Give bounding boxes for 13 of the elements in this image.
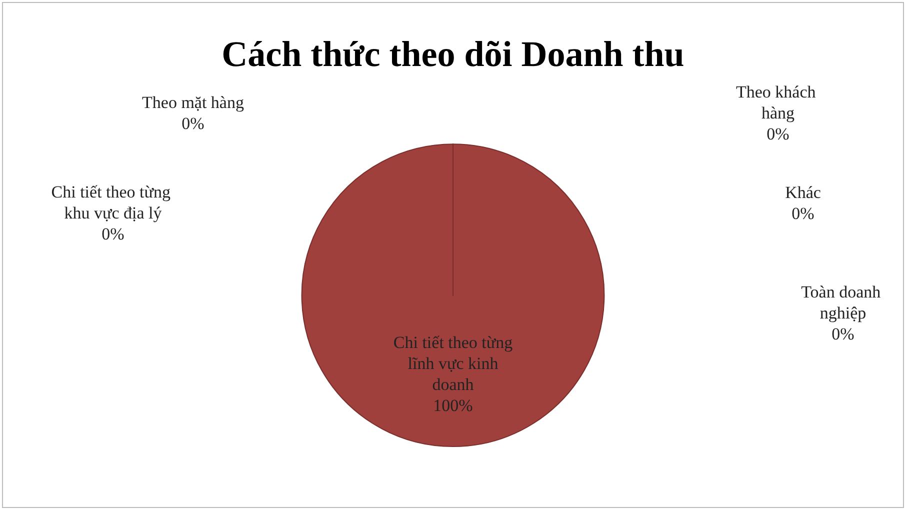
text: 0%: [832, 324, 854, 344]
category-label: Toàn doanh nghiệp: [801, 282, 881, 322]
category-label: Chi tiết theo từng khu vực địa lý: [51, 182, 170, 222]
category-label: Theo khách hàng: [736, 82, 816, 122]
text: 0%: [182, 114, 204, 133]
category-label: Khác: [785, 183, 821, 202]
slice-label: Chi tiết theo từng lĩnh vực kinh doanh: [393, 332, 514, 394]
text: 0%: [102, 224, 124, 244]
data-label: 100%: [433, 396, 473, 415]
chart-title: Cách thức theo dõi Doanh thu: [222, 34, 684, 74]
text: 0%: [792, 204, 814, 223]
text: 0%: [766, 124, 790, 144]
category-label: Theo mặt hàng: [142, 93, 244, 112]
